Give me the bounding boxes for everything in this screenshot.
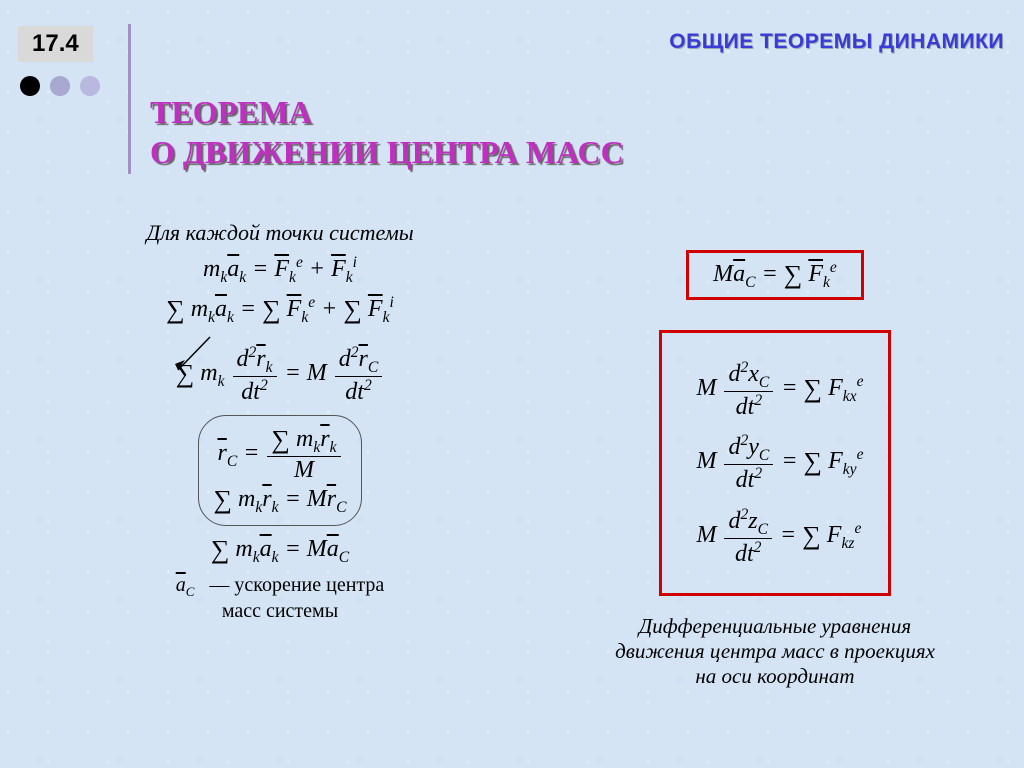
right-caption: Дифференциальные уравнения движения цент… (560, 614, 990, 689)
eq-projection-z: M d2zCdt2 = ∑ Fkze (686, 506, 863, 567)
vertical-rule (128, 24, 131, 174)
title-line-1: ТЕОРЕМА (150, 94, 312, 130)
acceleration-note: aC — ускорение центра масс системы (50, 574, 510, 623)
right-caption-1: Дифференциальные уравнения (639, 614, 911, 638)
eq-main-theorem: MaC = ∑ Fke (713, 259, 837, 291)
right-column: MaC = ∑ Fke M d2xCdt2 = ∑ Fkxe M d2yCdt2… (560, 250, 990, 689)
center-of-mass-definition-box: rC = ∑ mkrkM ∑ mkrk = MrC (198, 415, 361, 526)
decorative-dots (20, 76, 100, 96)
section-number-badge: 17.4 (18, 26, 93, 62)
title-line-2: О ДВИЖЕНИИ ЦЕНТРА МАСС (150, 134, 624, 170)
derivation-arrow (170, 332, 220, 382)
dot-3 (80, 76, 100, 96)
eq-sum-mr: ∑ mkrk = MrC (213, 486, 346, 516)
dot-1 (20, 76, 40, 96)
eq-projection-x: M d2xCdt2 = ∑ Fkxe (686, 359, 863, 420)
right-caption-3: на оси координат (695, 664, 854, 688)
eq-second-derivative: ∑ mk d2rkdt2 = M d2rCdt2 (50, 344, 510, 405)
projection-equations-box: M d2xCdt2 = ∑ Fkxe M d2yCdt2 = ∑ Fkye M … (659, 330, 890, 596)
left-caption: Для каждой точки системы (50, 220, 510, 246)
eq-sum-forces: ∑ mkak = ∑ Fke + ∑ Fki (50, 294, 510, 326)
note-text-2: масс системы (222, 600, 338, 622)
main-theorem-box: MaC = ∑ Fke (686, 250, 864, 300)
breadcrumb: ОБЩИЕ ТЕОРЕМЫ ДИНАМИКИ (669, 30, 1004, 54)
note-text-1: — ускорение центра (209, 574, 384, 596)
page-title: ТЕОРЕМА О ДВИЖЕНИИ ЦЕНТРА МАСС (150, 92, 624, 172)
eq-newton-point: mkak = Fke + Fki (50, 254, 510, 286)
left-column: Для каждой точки системы mkak = Fke + Fk… (50, 220, 510, 623)
dot-2 (50, 76, 70, 96)
eq-projection-y: M d2yCdt2 = ∑ Fkye (686, 432, 863, 493)
right-caption-2: движения центра масс в проекциях (615, 639, 935, 663)
eq-rc-definition: rC = ∑ mkrkM (213, 426, 346, 483)
eq-sum-ma: ∑ mkak = MaC (50, 536, 510, 566)
